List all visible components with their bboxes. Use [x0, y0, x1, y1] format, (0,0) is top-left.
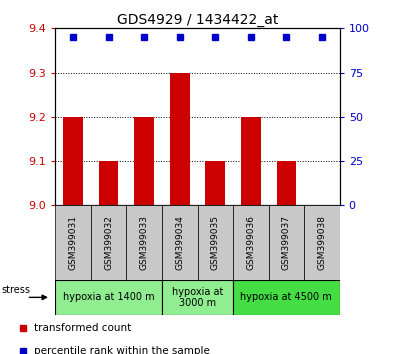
Text: hypoxia at
3000 m: hypoxia at 3000 m	[172, 286, 223, 308]
Text: hypoxia at 4500 m: hypoxia at 4500 m	[241, 292, 332, 302]
Bar	[91, 205, 126, 280]
Text: transformed count: transformed count	[34, 323, 132, 333]
Bar	[233, 205, 269, 280]
Text: GSM399037: GSM399037	[282, 215, 291, 270]
Bar	[269, 205, 304, 280]
Text: GSM399033: GSM399033	[140, 215, 149, 270]
Bar	[205, 161, 225, 205]
Bar	[304, 205, 340, 280]
Bar	[198, 205, 233, 280]
Bar	[126, 205, 162, 280]
Bar	[233, 280, 340, 315]
Bar	[162, 205, 198, 280]
Text: hypoxia at 1400 m: hypoxia at 1400 m	[63, 292, 154, 302]
Bar	[134, 117, 154, 205]
Text: GSM399031: GSM399031	[69, 215, 77, 270]
Text: GSM399034: GSM399034	[175, 215, 184, 270]
Text: GSM399038: GSM399038	[318, 215, 326, 270]
Text: percentile rank within the sample: percentile rank within the sample	[34, 346, 210, 354]
Bar	[63, 117, 83, 205]
Bar	[276, 161, 296, 205]
Bar	[162, 280, 233, 315]
Text: GSM399032: GSM399032	[104, 215, 113, 270]
Title: GDS4929 / 1434422_at: GDS4929 / 1434422_at	[117, 13, 278, 27]
Bar	[55, 280, 162, 315]
Bar	[99, 161, 118, 205]
Text: stress: stress	[1, 285, 30, 295]
Text: GSM399035: GSM399035	[211, 215, 220, 270]
Text: GSM399036: GSM399036	[246, 215, 255, 270]
Bar	[55, 205, 91, 280]
Bar	[241, 117, 261, 205]
Bar	[170, 73, 190, 205]
